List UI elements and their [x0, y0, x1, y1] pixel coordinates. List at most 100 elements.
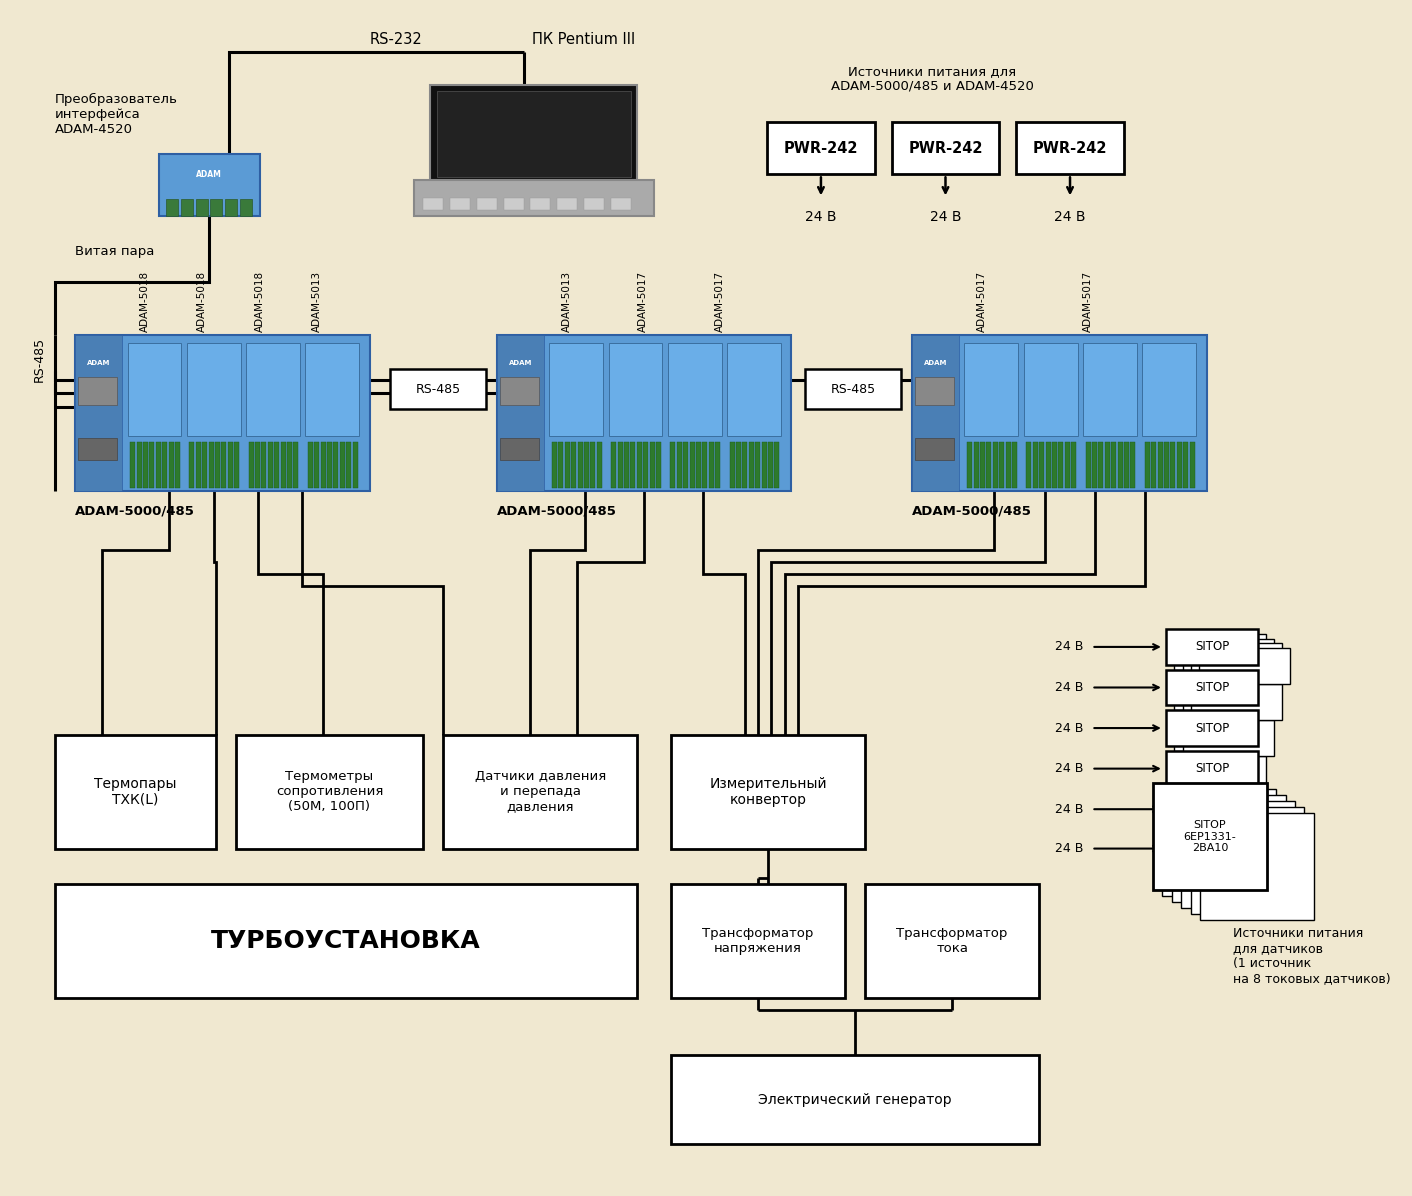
Bar — [755, 441, 760, 488]
Text: SITOP
6EP1331-
2BA10: SITOP 6EP1331- 2BA10 — [1183, 820, 1237, 853]
Bar — [222, 441, 226, 488]
Text: Термопары
ТХК(L): Термопары ТХК(L) — [95, 776, 176, 807]
Bar — [1017, 122, 1124, 175]
Bar — [912, 336, 959, 490]
Bar — [315, 441, 319, 488]
Bar — [1175, 675, 1265, 710]
Bar — [531, 199, 551, 210]
Bar — [1024, 343, 1077, 437]
Bar — [1065, 441, 1070, 488]
Bar — [333, 441, 339, 488]
Bar — [590, 441, 596, 488]
Bar — [585, 441, 589, 488]
Text: ADAM-5013: ADAM-5013 — [312, 270, 322, 332]
Bar — [767, 122, 874, 175]
Bar — [227, 441, 233, 488]
Bar — [1190, 807, 1305, 914]
Bar — [585, 199, 604, 210]
Bar — [127, 343, 181, 437]
Bar — [1163, 441, 1169, 488]
Bar — [143, 441, 148, 488]
Bar — [1059, 441, 1063, 488]
Text: Витая пара: Витая пара — [75, 245, 154, 258]
Bar — [671, 1055, 1039, 1145]
Bar — [256, 441, 260, 488]
Bar — [1175, 634, 1265, 670]
Text: 24 В: 24 В — [1055, 842, 1083, 855]
Text: SITOP: SITOP — [1195, 762, 1228, 775]
Bar — [716, 441, 720, 488]
Bar — [168, 441, 174, 488]
Bar — [78, 438, 117, 459]
Bar — [1200, 813, 1313, 920]
Text: ТУРБОУСТАНОВКА: ТУРБОУСТАНОВКА — [212, 929, 481, 953]
Bar — [287, 441, 292, 488]
Text: SITOP: SITOP — [1195, 681, 1228, 694]
Bar — [1104, 441, 1110, 488]
Bar — [668, 343, 722, 437]
Bar — [1091, 441, 1097, 488]
Text: ADAM-5018: ADAM-5018 — [140, 270, 150, 332]
Bar — [915, 378, 953, 405]
Text: SITOP: SITOP — [1195, 803, 1228, 816]
Text: PWR-242: PWR-242 — [1032, 141, 1107, 155]
Text: Источники питания
для датчиков
(1 источник
на 8 токовых датчиков): Источники питания для датчиков (1 источн… — [1234, 927, 1391, 986]
Bar — [186, 343, 240, 437]
Bar — [973, 441, 979, 488]
Bar — [967, 441, 973, 488]
Bar — [443, 736, 637, 849]
Text: ADAM-5018: ADAM-5018 — [198, 270, 208, 332]
Bar — [1183, 441, 1187, 488]
Text: PWR-242: PWR-242 — [784, 141, 858, 155]
Bar — [137, 441, 141, 488]
Bar — [274, 441, 280, 488]
Bar — [55, 884, 637, 997]
Bar — [637, 441, 642, 488]
Text: 24 В: 24 В — [1055, 803, 1083, 816]
Bar — [281, 441, 285, 488]
Bar — [1171, 441, 1175, 488]
Text: 24 В: 24 В — [1055, 210, 1086, 224]
Bar — [450, 199, 470, 210]
Bar — [261, 441, 267, 488]
Text: 24 В: 24 В — [1055, 681, 1083, 694]
Bar — [578, 441, 583, 488]
Bar — [630, 441, 635, 488]
Bar — [1166, 629, 1258, 665]
Text: ADAM-5000/485: ADAM-5000/485 — [75, 505, 195, 518]
Bar — [500, 438, 538, 459]
Bar — [676, 441, 682, 488]
Text: ПК Pentium III: ПК Pentium III — [532, 32, 635, 47]
Bar — [500, 378, 538, 405]
Bar — [644, 441, 648, 488]
Bar — [915, 438, 953, 459]
Bar — [1166, 792, 1258, 828]
Bar — [892, 122, 1000, 175]
Bar — [75, 336, 370, 490]
Bar — [1124, 441, 1130, 488]
Bar — [1190, 643, 1282, 679]
Bar — [609, 343, 662, 437]
Bar — [308, 441, 313, 488]
Text: PWR-242: PWR-242 — [908, 141, 983, 155]
Bar — [414, 181, 654, 216]
Bar — [234, 441, 239, 488]
Bar — [294, 441, 298, 488]
Bar — [1039, 441, 1045, 488]
Text: Термометры
сопротивления
(50М, 100П): Термометры сопротивления (50М, 100П) — [275, 770, 383, 813]
Bar — [743, 441, 747, 488]
Bar — [160, 154, 260, 216]
Bar — [671, 441, 675, 488]
Text: RS-485: RS-485 — [830, 383, 875, 396]
Bar — [55, 736, 216, 849]
Text: RS-485: RS-485 — [415, 383, 460, 396]
Bar — [1166, 670, 1258, 706]
Bar — [987, 441, 991, 488]
Bar — [1175, 756, 1265, 792]
Text: 24 В: 24 В — [805, 210, 837, 224]
Text: 24 В: 24 В — [1055, 640, 1083, 653]
Text: ADAM: ADAM — [88, 360, 110, 366]
Bar — [1175, 715, 1265, 751]
Bar — [727, 343, 781, 437]
Bar — [155, 441, 161, 488]
